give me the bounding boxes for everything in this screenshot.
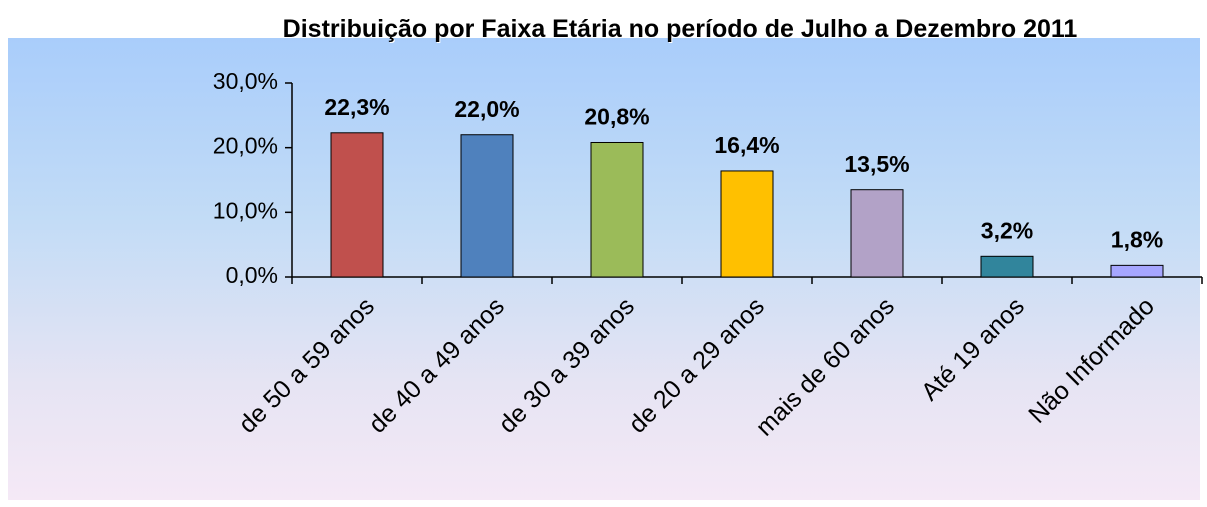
data-label: 20,8%	[584, 104, 649, 130]
data-label: 16,4%	[714, 132, 779, 158]
data-label: 13,5%	[844, 151, 909, 177]
y-tick-label: 0,0%	[226, 262, 278, 288]
x-tick-label: de 30 a 39 anos	[493, 292, 640, 439]
bar	[850, 189, 904, 278]
data-label: 22,0%	[454, 96, 519, 122]
y-tick-label: 20,0%	[213, 133, 278, 159]
x-tick-label: mais de 60 anos	[750, 292, 900, 442]
y-tick-label: 30,0%	[213, 68, 278, 94]
x-tick-label: de 20 a 29 anos	[623, 292, 770, 439]
x-tick-label: Até 19 anos	[916, 292, 1030, 406]
bar	[980, 255, 1034, 278]
bar	[330, 132, 384, 278]
y-tick-label: 10,0%	[213, 197, 278, 223]
x-tick-label: de 40 a 49 anos	[363, 292, 510, 439]
x-tick-label: Não Informado	[1023, 292, 1160, 429]
x-tick-label: de 50 a 59 anos	[233, 292, 380, 439]
bar	[1110, 264, 1164, 278]
data-label: 22,3%	[324, 94, 389, 120]
bar	[720, 170, 774, 278]
chart-title: Distribuição por Faixa Etária no período…	[282, 15, 1078, 43]
data-label: 3,2%	[981, 217, 1033, 243]
data-label: 1,8%	[1111, 226, 1163, 252]
bar	[590, 141, 644, 278]
bar	[460, 134, 514, 278]
